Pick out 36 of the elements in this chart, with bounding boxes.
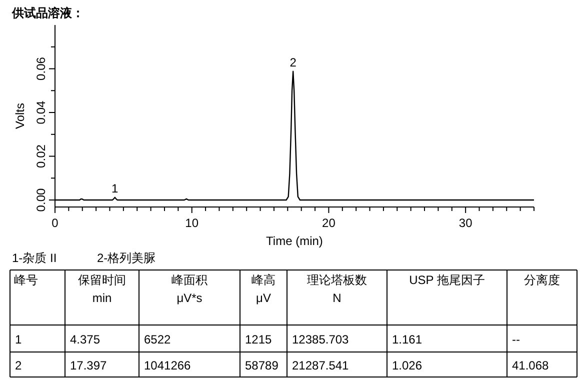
text: 4.375 xyxy=(70,332,100,346)
text: -- xyxy=(512,332,520,346)
y-axis-title: Volts xyxy=(13,102,27,130)
text: 峰号 xyxy=(14,273,38,287)
x-tick-label: 0 xyxy=(52,216,59,230)
text: 41.068 xyxy=(512,358,550,372)
text: 1.161 xyxy=(392,332,422,346)
text: 12385.703 xyxy=(292,332,350,346)
text: 1041266 xyxy=(144,358,192,372)
text: 峰面积 μV*s xyxy=(172,273,208,305)
text: 17.397 xyxy=(70,358,108,372)
y-tick-label: 0.06 xyxy=(34,56,48,80)
text: 理论塔板数 N xyxy=(307,273,367,305)
text: 保留时间 min xyxy=(78,273,126,305)
x-tick-label: 10 xyxy=(185,216,199,230)
text: 分离度 xyxy=(524,273,560,287)
text: 1 xyxy=(15,332,22,346)
text: 峰高 μV xyxy=(252,273,276,305)
text: 1.026 xyxy=(392,358,422,372)
annotation: 2 xyxy=(290,55,297,70)
x-tick-label: 30 xyxy=(458,216,473,230)
annotation: 1 xyxy=(112,181,119,196)
text: 1215 xyxy=(245,332,272,346)
text: 58789 xyxy=(245,358,279,372)
x-axis-title: Time (min) xyxy=(266,234,323,248)
chart-title: 供试品溶液： xyxy=(11,6,84,20)
text: USP 拖尾因子 xyxy=(409,273,485,287)
text: 2-格列美脲 xyxy=(97,251,156,265)
y-tick-label: 0.00 xyxy=(34,188,48,212)
text: 21287.541 xyxy=(292,358,350,372)
text: 6522 xyxy=(144,332,172,346)
y-tick-label: 0.02 xyxy=(34,144,48,168)
y-tick-label: 0.04 xyxy=(34,100,48,124)
x-tick-label: 20 xyxy=(322,216,336,230)
text: 2 xyxy=(15,358,22,372)
text: 1-杂质 II xyxy=(12,251,57,265)
